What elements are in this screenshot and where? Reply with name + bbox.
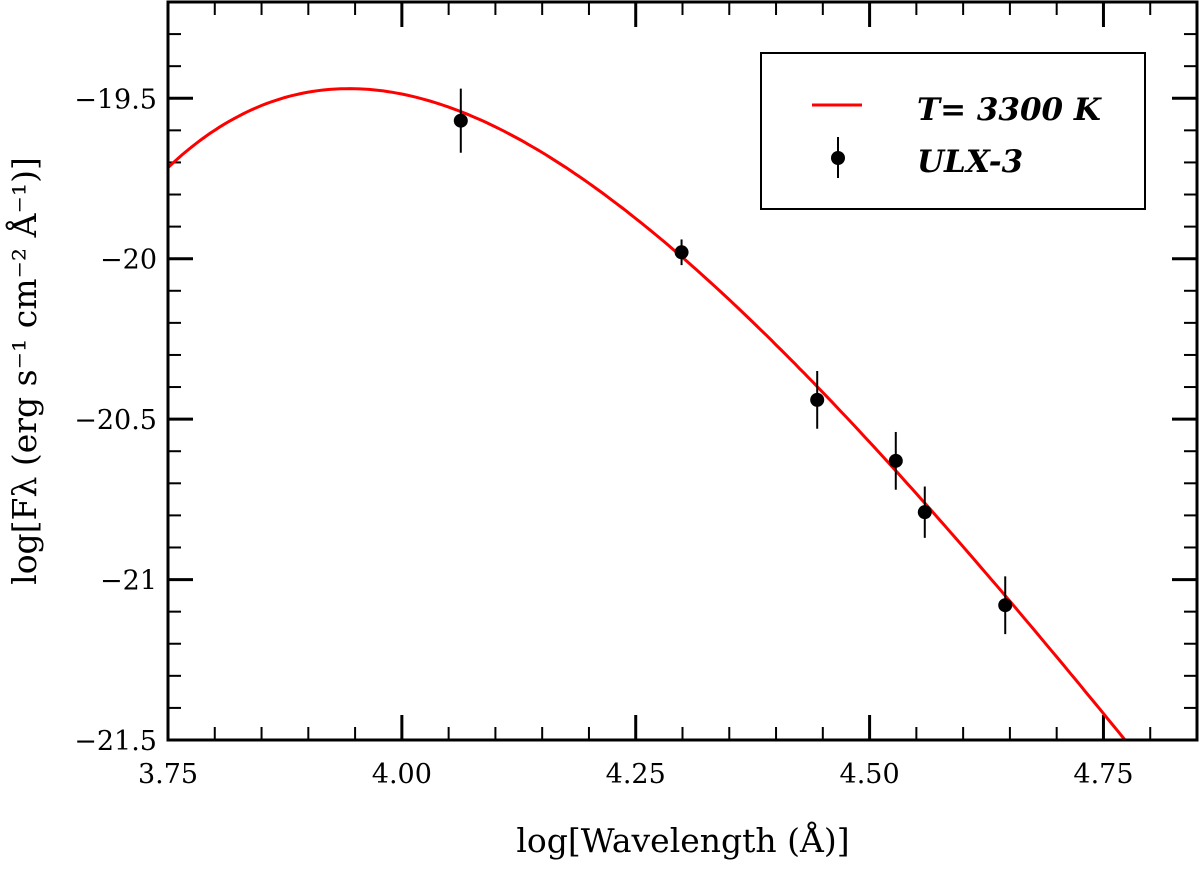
data-point — [674, 239, 689, 266]
legend-label-data: ULX-3 — [917, 144, 1023, 180]
point-marker — [888, 453, 903, 468]
data-point — [453, 88, 468, 153]
point-marker — [453, 113, 468, 128]
x-axis-label: log[Wavelength (Å)] — [516, 820, 849, 860]
legend: T= 3300 K ULX-3 — [760, 52, 1146, 210]
blackbody-curve — [168, 87, 1127, 740]
point-marker — [998, 598, 1013, 613]
legend-box — [760, 52, 1146, 210]
point-marker — [917, 505, 932, 520]
point-marker — [674, 245, 689, 260]
x-tick-label: 4.50 — [840, 759, 900, 790]
data-point — [917, 486, 932, 538]
y-tick-label: −21.5 — [74, 726, 157, 757]
legend-point-swatch — [831, 151, 845, 165]
y-tick-label: −19.5 — [74, 84, 157, 115]
data-point — [888, 431, 903, 490]
x-tick-label: 4.00 — [372, 759, 432, 790]
point-marker — [810, 392, 825, 407]
data-point — [810, 371, 825, 429]
y-tick-labels: −19.5 −20 −20.5 −21 −21.5 — [74, 84, 157, 757]
x-tick-labels: 3.75 4.00 4.25 4.50 4.75 — [138, 759, 1134, 790]
x-tick-label: 4.75 — [1073, 759, 1133, 790]
y-axis-label: log[Fλ (erg s⁻¹ cm⁻² Å⁻¹)] — [4, 157, 44, 585]
x-tick-label: 3.75 — [138, 759, 198, 790]
model-curve-layer — [168, 87, 1127, 740]
plot-frame — [166, 0, 1199, 742]
x-tick-label: 4.25 — [606, 759, 666, 790]
data-points-layer — [453, 88, 1013, 635]
y-tick-label: −20 — [100, 245, 157, 276]
y-tick-label: −21 — [100, 566, 157, 597]
legend-label-model: T= 3300 K — [917, 92, 1102, 128]
data-point — [998, 576, 1013, 635]
y-tick-label: −20.5 — [74, 405, 157, 436]
